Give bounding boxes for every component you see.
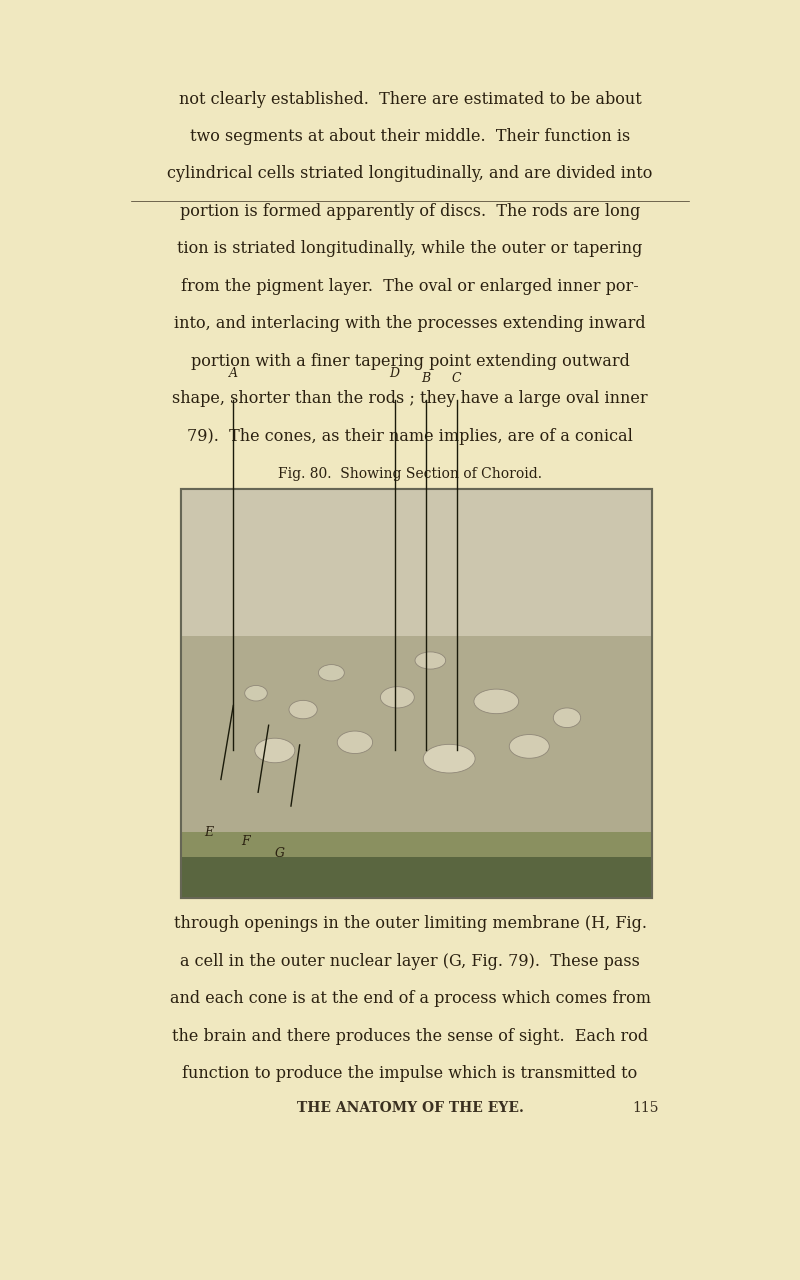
Ellipse shape (255, 739, 295, 763)
Bar (181, 856, 652, 897)
Text: from the pigment layer.  The oval or enlarged inner por-: from the pigment layer. The oval or enla… (181, 278, 639, 294)
Bar (181, 489, 652, 897)
Text: D: D (390, 367, 399, 380)
Ellipse shape (474, 689, 518, 714)
Text: into, and interlacing with the processes extending inward: into, and interlacing with the processes… (174, 315, 646, 333)
Text: B: B (421, 372, 430, 385)
Text: through openings in the outer limiting membrane (H, Fig.: through openings in the outer limiting m… (174, 915, 646, 932)
Ellipse shape (423, 745, 475, 773)
Ellipse shape (318, 664, 344, 681)
Text: shape, shorter than the rods ; they have a large oval inner: shape, shorter than the rods ; they have… (172, 390, 648, 407)
Text: A: A (229, 367, 238, 380)
Ellipse shape (338, 731, 373, 754)
Text: Fig. 80.  Showing Section of Choroid.: Fig. 80. Showing Section of Choroid. (278, 467, 542, 481)
Text: C: C (452, 372, 462, 385)
Bar (181, 489, 652, 636)
Text: not clearly established.  There are estimated to be about: not clearly established. There are estim… (178, 91, 642, 108)
Text: cylindrical cells striated longitudinally, and are divided into: cylindrical cells striated longitudinall… (167, 165, 653, 183)
Text: THE ANATOMY OF THE EYE.: THE ANATOMY OF THE EYE. (297, 1101, 523, 1115)
Text: 115: 115 (632, 1101, 659, 1115)
Text: a cell in the outer nuclear layer (G, Fig. 79).  These pass: a cell in the outer nuclear layer (G, Fi… (180, 952, 640, 970)
Text: E: E (204, 826, 213, 838)
Ellipse shape (380, 686, 414, 708)
Bar (181, 636, 652, 832)
Bar (181, 489, 652, 897)
Text: two segments at about their middle.  Their function is: two segments at about their middle. Thei… (190, 128, 630, 145)
Ellipse shape (510, 735, 550, 758)
Text: tion is striated longitudinally, while the outer or tapering: tion is striated longitudinally, while t… (178, 241, 642, 257)
Text: portion with a finer tapering point extending outward: portion with a finer tapering point exte… (190, 353, 630, 370)
Text: and each cone is at the end of a process which comes from: and each cone is at the end of a process… (170, 991, 650, 1007)
Ellipse shape (415, 652, 446, 669)
Text: 79).  The cones, as their name implies, are of a conical: 79). The cones, as their name implies, a… (187, 428, 633, 444)
Text: the brain and there produces the sense of sight.  Each rod: the brain and there produces the sense o… (172, 1028, 648, 1044)
Text: function to produce the impulse which is transmitted to: function to produce the impulse which is… (182, 1065, 638, 1083)
Text: F: F (242, 836, 250, 849)
Ellipse shape (289, 700, 318, 719)
Ellipse shape (554, 708, 581, 727)
Text: portion is formed apparently of discs.  The rods are long: portion is formed apparently of discs. T… (180, 202, 640, 220)
Bar (181, 832, 652, 856)
Text: G: G (275, 847, 285, 860)
Ellipse shape (245, 686, 267, 701)
